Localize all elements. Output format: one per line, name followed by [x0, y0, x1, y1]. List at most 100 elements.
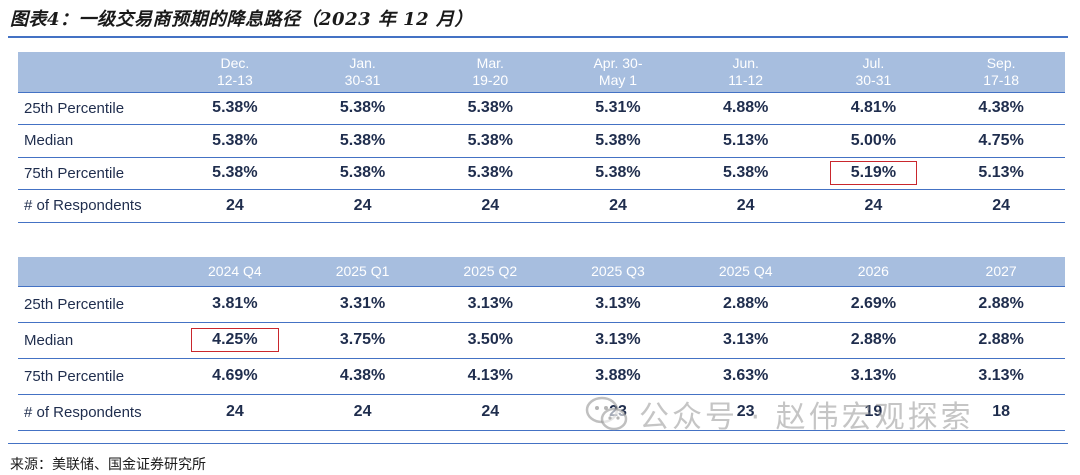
column-header: 2026 — [809, 257, 938, 286]
column-header-line: Mar. — [476, 54, 504, 71]
column-header: Jun. 11-12 — [681, 52, 810, 92]
table-cell: 4.75% — [937, 124, 1065, 158]
table-cell: 3.13% — [937, 358, 1065, 395]
highlight-box: 4.25% — [191, 328, 279, 352]
table-cell: 4.13% — [426, 358, 555, 395]
table-cell: 24 — [298, 189, 427, 223]
table-cell: 5.38% — [171, 124, 299, 158]
column-header-line: Sep. — [986, 54, 1016, 71]
bottom-rule — [8, 443, 1068, 444]
table-cell: 5.38% — [298, 157, 427, 190]
column-header: Sep. 17-18 — [937, 52, 1065, 92]
table-cell: 3.13% — [554, 322, 682, 359]
table-cell: 24 — [937, 189, 1065, 223]
column-header-line: Jul. — [862, 54, 885, 71]
table-cell: 19 — [809, 394, 938, 431]
table-cell: 23 — [554, 394, 682, 431]
table-cell: 4.81% — [809, 91, 938, 125]
column-header-line: Dec. — [220, 54, 250, 71]
table-header-row: 2024 Q4 2025 Q1 2025 Q2 2025 Q3 2025 Q4 2026 2… — [18, 257, 1065, 286]
column-header-line: Jun. — [732, 54, 759, 71]
table-cell: 5.38% — [426, 91, 555, 125]
table-cell: 2.69% — [809, 285, 938, 323]
column-header: Jul. 30-31 — [809, 52, 938, 92]
table-cell: 18 — [937, 394, 1065, 431]
table-cell: 3.75% — [298, 322, 427, 359]
table-cell: 5.38% — [298, 124, 427, 158]
column-header: Mar. 19-20 — [426, 52, 555, 92]
table-cell: 5.31% — [554, 91, 682, 125]
table-cell: 5.00% — [809, 124, 938, 158]
table-cell: 5.13% — [681, 124, 810, 158]
table-cell: 24 — [426, 394, 555, 431]
column-header: 2025 Q4 — [681, 257, 810, 286]
column-header-line: 12-13 — [216, 71, 253, 88]
table-cell: 5.13% — [937, 157, 1065, 190]
column-header-line: 19-20 — [472, 71, 509, 88]
table-cell: 24 — [426, 189, 555, 223]
fomc-meeting-rate-table: Dec. 12-13 Jan. 30-31 Mar. 19-20 Apr. 30- May 1… — [18, 52, 1065, 223]
table-cell: 5.38% — [171, 91, 299, 125]
source-note: 来源：美联储、国金证券研究所 — [10, 457, 206, 473]
row-label: 25th Percentile — [18, 91, 172, 125]
column-header-line: Apr. 30- — [593, 54, 643, 71]
table-cell: 2.88% — [681, 285, 810, 323]
column-header-line: Jan. — [349, 54, 376, 71]
table-cell: 5.38% — [426, 157, 555, 190]
table-cell: 3.13% — [809, 358, 938, 395]
column-header-line: May 1 — [598, 71, 638, 88]
table-cell: 3.88% — [554, 358, 682, 395]
title-rule — [8, 36, 1068, 38]
highlighted-cell: 4.25% — [171, 322, 299, 359]
table-cell: 5.38% — [554, 124, 682, 158]
table-row: # of Respondents 24 24 24 24 24 24 24 — [18, 189, 1065, 223]
table-cell: 24 — [171, 189, 299, 223]
table-cell: 2.88% — [937, 285, 1065, 323]
header-corner-cell — [18, 257, 172, 286]
highlight-box: 5.19% — [829, 161, 918, 186]
table-cell: 4.38% — [937, 91, 1065, 125]
table-cell: 3.31% — [298, 285, 427, 323]
table-row: 25th Percentile 5.38% 5.38% 5.38% 5.31% 4.88%… — [18, 91, 1065, 125]
column-header: Jan. 30-31 — [298, 52, 427, 92]
header-corner-cell — [18, 52, 172, 92]
table-cell: 4.88% — [681, 91, 810, 125]
table-header-row: Dec. 12-13 Jan. 30-31 Mar. 19-20 Apr. 30- May 1… — [18, 52, 1065, 92]
column-header: 2025 Q3 — [554, 257, 682, 286]
column-header-line: 11-12 — [728, 71, 764, 88]
column-header: 2024 Q4 — [171, 257, 299, 286]
column-header-line: 30-31 — [344, 71, 381, 88]
quarterly-rate-table: 2024 Q4 2025 Q1 2025 Q2 2025 Q3 2025 Q4 2026 2… — [18, 257, 1065, 431]
table-cell: 3.13% — [554, 285, 682, 323]
table-cell: 24 — [298, 394, 427, 431]
column-header: 2027 — [937, 257, 1065, 286]
column-header: 2025 Q2 — [426, 257, 555, 286]
row-label: 25th Percentile — [18, 285, 172, 323]
figure-title: 图表4：一级交易商预期的降息路径（2023 年 12 月） — [10, 9, 473, 30]
row-label: # of Respondents — [18, 189, 172, 223]
column-header-line: 30-31 — [855, 71, 892, 88]
row-label: Median — [18, 322, 172, 359]
table-cell: 3.13% — [681, 322, 810, 359]
table-cell: 5.38% — [554, 157, 682, 190]
table-cell: 23 — [681, 394, 810, 431]
column-header: Apr. 30- May 1 — [554, 52, 682, 92]
table-row: Median 5.38% 5.38% 5.38% 5.38% 5.13% 5.00% 4.75… — [18, 124, 1065, 158]
table-cell: 2.88% — [809, 322, 938, 359]
table-cell: 5.38% — [426, 124, 555, 158]
column-header-line: 17-18 — [983, 71, 1020, 88]
table-cell: 24 — [554, 189, 682, 223]
table-cell: 5.38% — [298, 91, 427, 125]
table-row: # of Respondents 24 24 24 23 23 19 18 — [18, 394, 1065, 431]
row-label: 75th Percentile — [18, 157, 172, 190]
table-row: 75th Percentile 5.38% 5.38% 5.38% 5.38% 5.38%… — [18, 157, 1065, 190]
table-cell: 4.69% — [171, 358, 299, 395]
row-label: 75th Percentile — [18, 358, 172, 395]
column-header: 2025 Q1 — [298, 257, 427, 286]
column-header: Dec. 12-13 — [171, 52, 299, 92]
table-cell: 2.88% — [937, 322, 1065, 359]
table-cell: 5.38% — [171, 157, 299, 190]
table-cell: 3.13% — [426, 285, 555, 323]
table-cell: 4.38% — [298, 358, 427, 395]
table-row: 75th Percentile 4.69% 4.38% 4.13% 3.88% 3.63%… — [18, 358, 1065, 395]
